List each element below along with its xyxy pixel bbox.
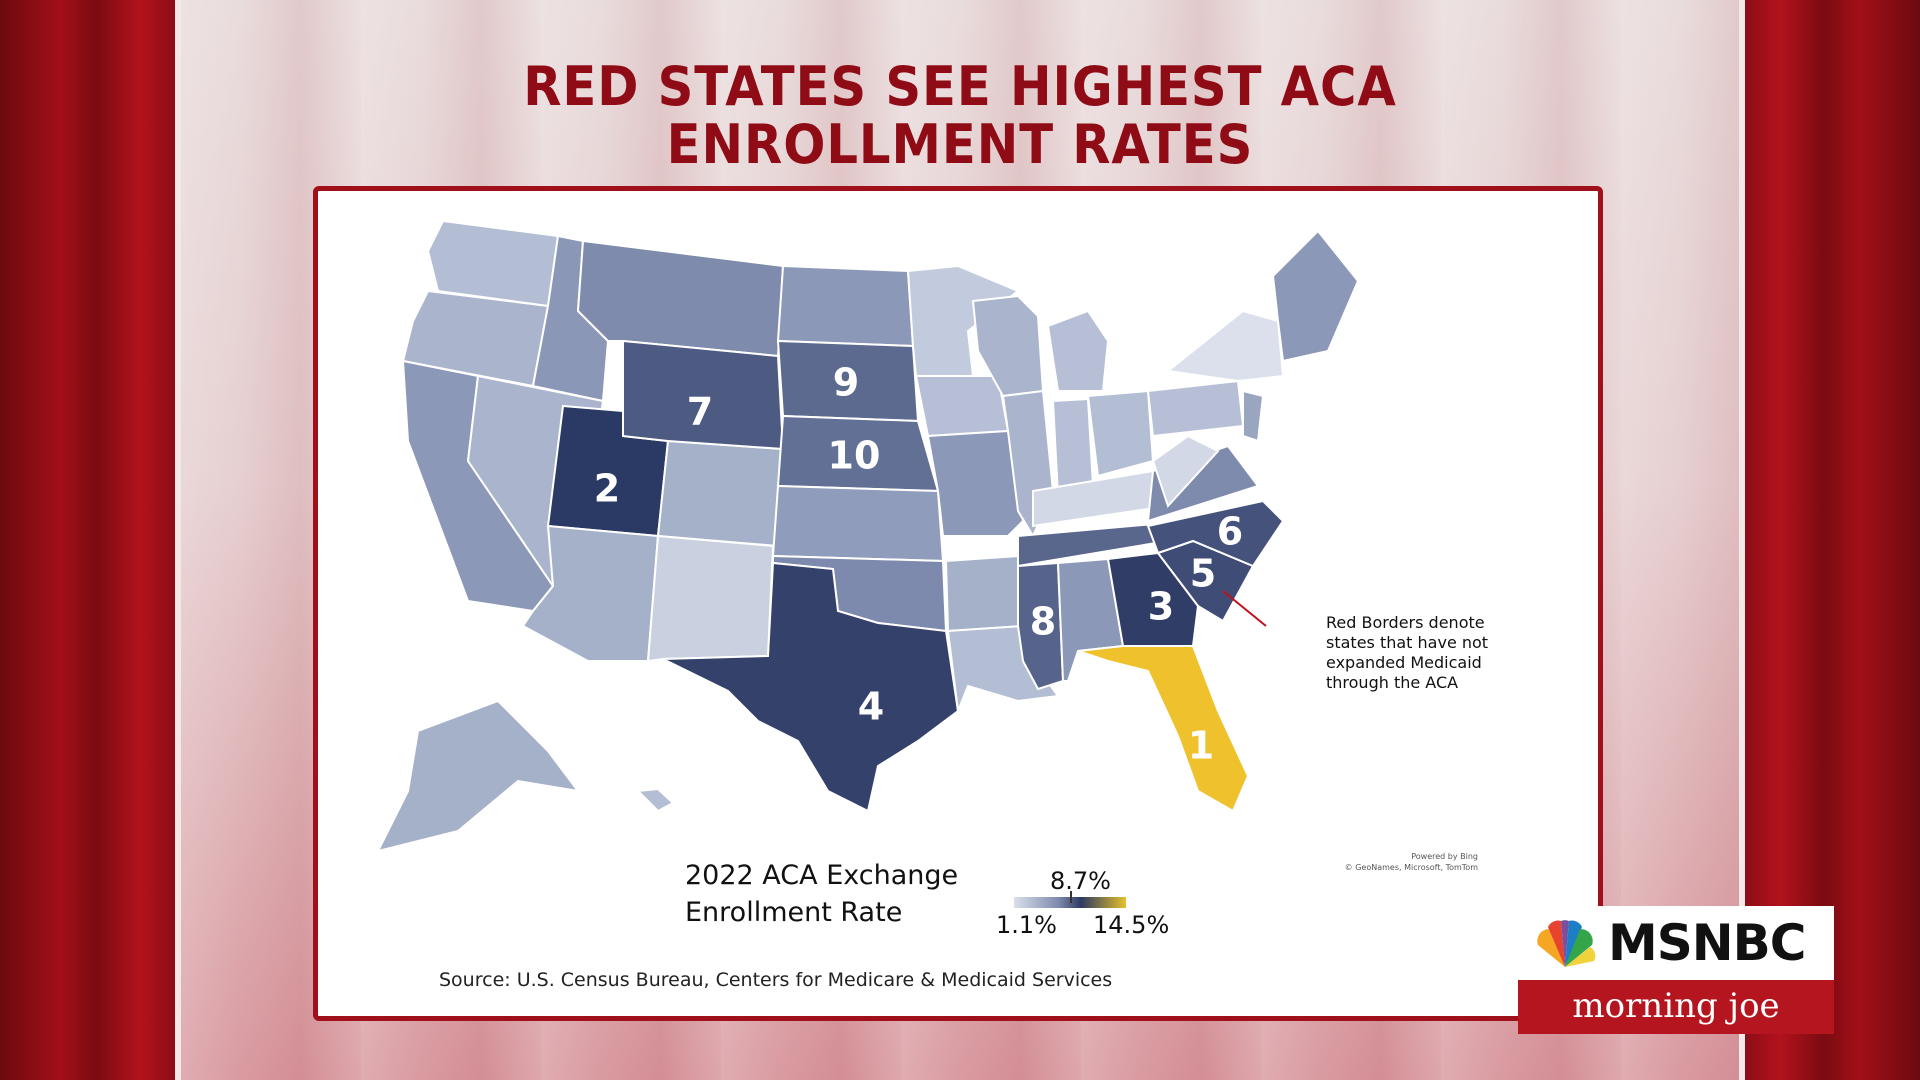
state-missouri [926, 429, 1025, 537]
headline-line-1: RED STATES SEE HIGHEST ACA [523, 55, 1397, 118]
state-pennsylvania [1146, 379, 1245, 438]
network-logo: MSNBC morning joe [1518, 906, 1834, 1034]
show-name: morning joe [1518, 980, 1834, 1034]
rank-label-mississippi: 8 [1030, 600, 1056, 644]
legend-title: 2022 ACA Exchange Enrollment Rate [685, 857, 958, 931]
map-annotation: Red Borders denote states that have not … [1326, 613, 1489, 692]
logo-top: MSNBC [1518, 906, 1834, 980]
us-map: 1 2 3 4 5 6 7 8 9 10 [376, 219, 1360, 853]
rank-label-utah: 2 [594, 467, 620, 511]
attribution-powered-by: Powered by Bing [1411, 852, 1478, 861]
headline-line-2: ENROLLMENT RATES [666, 113, 1254, 176]
network-name: MSNBC [1608, 914, 1806, 972]
state-wyoming [622, 339, 785, 451]
state-alaska [376, 699, 581, 853]
state-arkansas [944, 554, 1025, 633]
state-michigan [1046, 309, 1110, 392]
headline: RED STATES SEE HIGHEST ACA ENROLLMENT RA… [482, 58, 1439, 174]
attribution-sources: © GeoNames, Microsoft, TomTom [1344, 863, 1478, 872]
rank-label-nebraska: 10 [828, 434, 881, 478]
state-north-carolina [1146, 499, 1285, 568]
source-note: Source: U.S. Census Bureau, Centers for … [439, 969, 1113, 991]
state-ohio [1086, 389, 1155, 478]
legend-max-label: 14.5% [1093, 911, 1170, 939]
state-florida [1077, 645, 1250, 813]
legend-mid-label: 8.7% [1050, 867, 1111, 895]
map-card: 1 2 3 4 5 6 7 8 9 10 Red Borders denote … [313, 186, 1603, 1021]
rank-label-wyoming: 7 [687, 390, 713, 434]
state-hawaii [635, 787, 675, 813]
legend-title-line-1: 2022 ACA Exchange [685, 860, 959, 891]
peacock-icon [1537, 920, 1596, 967]
state-new-york [1165, 309, 1285, 383]
state-new-mexico [646, 534, 775, 663]
map-attribution: Powered by Bing © GeoNames, Microsoft, T… [1278, 851, 1478, 873]
state-kansas [771, 484, 945, 563]
annotation-leader [1222, 590, 1267, 627]
rank-label-north-carolina: 6 [1217, 510, 1243, 554]
rank-label-south-carolina: 5 [1190, 552, 1216, 596]
legend-mid-tick [1070, 891, 1072, 903]
rank-label-georgia: 3 [1148, 585, 1174, 629]
state-new-england [1271, 229, 1360, 363]
state-iowa [914, 375, 1010, 438]
rank-label-south-dakota: 9 [833, 361, 859, 405]
state-west-virginia [1151, 434, 1220, 508]
state-new-jersey [1242, 389, 1265, 443]
state-minnesota [906, 264, 1020, 377]
legend-min-label: 1.1% [996, 911, 1057, 939]
left-red-curtain [0, 0, 175, 1080]
state-texas [662, 561, 960, 813]
legend-title-line-2: Enrollment Rate [685, 897, 903, 928]
state-north-dakota [776, 264, 915, 348]
state-colorado [656, 439, 785, 548]
right-red-curtain [1745, 0, 1920, 1080]
rank-label-florida: 1 [1188, 724, 1214, 768]
state-montana [576, 239, 785, 358]
rank-label-texas: 4 [858, 685, 884, 729]
